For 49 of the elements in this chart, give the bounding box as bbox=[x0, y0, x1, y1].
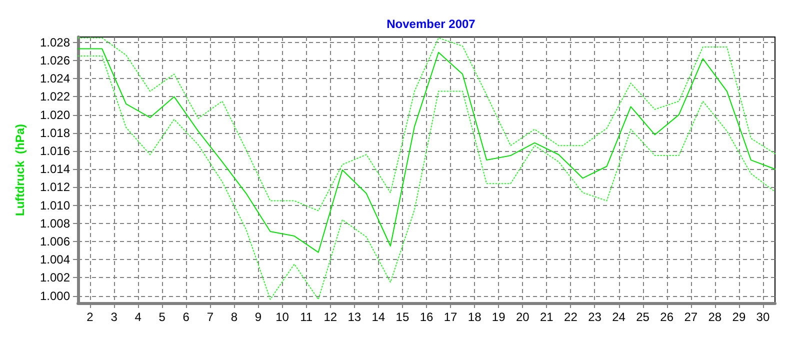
y-tick-label: 1.028 bbox=[40, 35, 70, 50]
x-tick-label: 13 bbox=[348, 310, 362, 324]
y-axis-title: Luftdruck (hPa) bbox=[13, 124, 27, 216]
y-tick-label: 1.012 bbox=[40, 180, 70, 194]
line-series bbox=[78, 48, 776, 253]
y-tick-label: 1.026 bbox=[40, 54, 70, 68]
y-tick-label: 1.000 bbox=[40, 288, 70, 303]
y-tick-label: 1.022 bbox=[40, 90, 70, 104]
x-tick-label: 28 bbox=[708, 310, 722, 324]
chart-title: November 2007 bbox=[386, 17, 476, 31]
x-tick-label: 11 bbox=[300, 310, 313, 324]
x-tick-label: 14 bbox=[372, 310, 386, 324]
x-tick-label: 3 bbox=[110, 310, 118, 324]
line-series bbox=[78, 56, 776, 300]
x-tick-label: 20 bbox=[516, 310, 530, 324]
x-tick-label: 23 bbox=[588, 310, 602, 324]
x-tick-label: 4 bbox=[134, 310, 142, 324]
y-tick-label: 1.008 bbox=[40, 216, 70, 230]
x-tick-label: 17 bbox=[444, 310, 458, 324]
x-tick-label: 30 bbox=[756, 310, 770, 324]
x-tick-label: 26 bbox=[660, 310, 674, 324]
x-tick-label: 9 bbox=[254, 310, 262, 324]
y-tick-label: 1.024 bbox=[40, 72, 70, 86]
x-tick-label: 5 bbox=[158, 310, 166, 324]
y-tick-label: 1.014 bbox=[40, 162, 70, 176]
line-series bbox=[78, 37, 776, 212]
y-tick-label: 1.004 bbox=[40, 252, 70, 267]
x-tick-label: 21 bbox=[540, 310, 554, 324]
y-tick-label: 1.020 bbox=[40, 108, 70, 122]
x-tick-label: 19 bbox=[492, 310, 506, 324]
y-tick-label: 1.016 bbox=[40, 144, 70, 158]
x-tick-label: 7 bbox=[206, 310, 214, 324]
x-tick-label: 10 bbox=[276, 310, 290, 324]
y-tick-label: 1.018 bbox=[40, 126, 70, 140]
y-tick-label: 1.002 bbox=[40, 270, 70, 285]
x-tick-label: 18 bbox=[468, 310, 482, 324]
x-tick-label: 24 bbox=[612, 310, 626, 324]
x-tick-label: 2 bbox=[86, 310, 94, 324]
x-tick-label: 8 bbox=[230, 310, 238, 324]
x-tick-label: 15 bbox=[396, 310, 410, 324]
x-tick-label: 29 bbox=[732, 310, 746, 324]
x-tick-label: 27 bbox=[684, 310, 698, 324]
y-tick-label: 1.010 bbox=[40, 198, 70, 212]
x-tick-label: 12 bbox=[324, 310, 338, 324]
x-tick-label: 25 bbox=[636, 310, 650, 324]
x-tick-label: 22 bbox=[564, 310, 578, 324]
x-tick-label: 16 bbox=[420, 310, 434, 324]
x-tick-label: 6 bbox=[182, 310, 190, 324]
y-tick-label: 1.006 bbox=[40, 234, 70, 248]
